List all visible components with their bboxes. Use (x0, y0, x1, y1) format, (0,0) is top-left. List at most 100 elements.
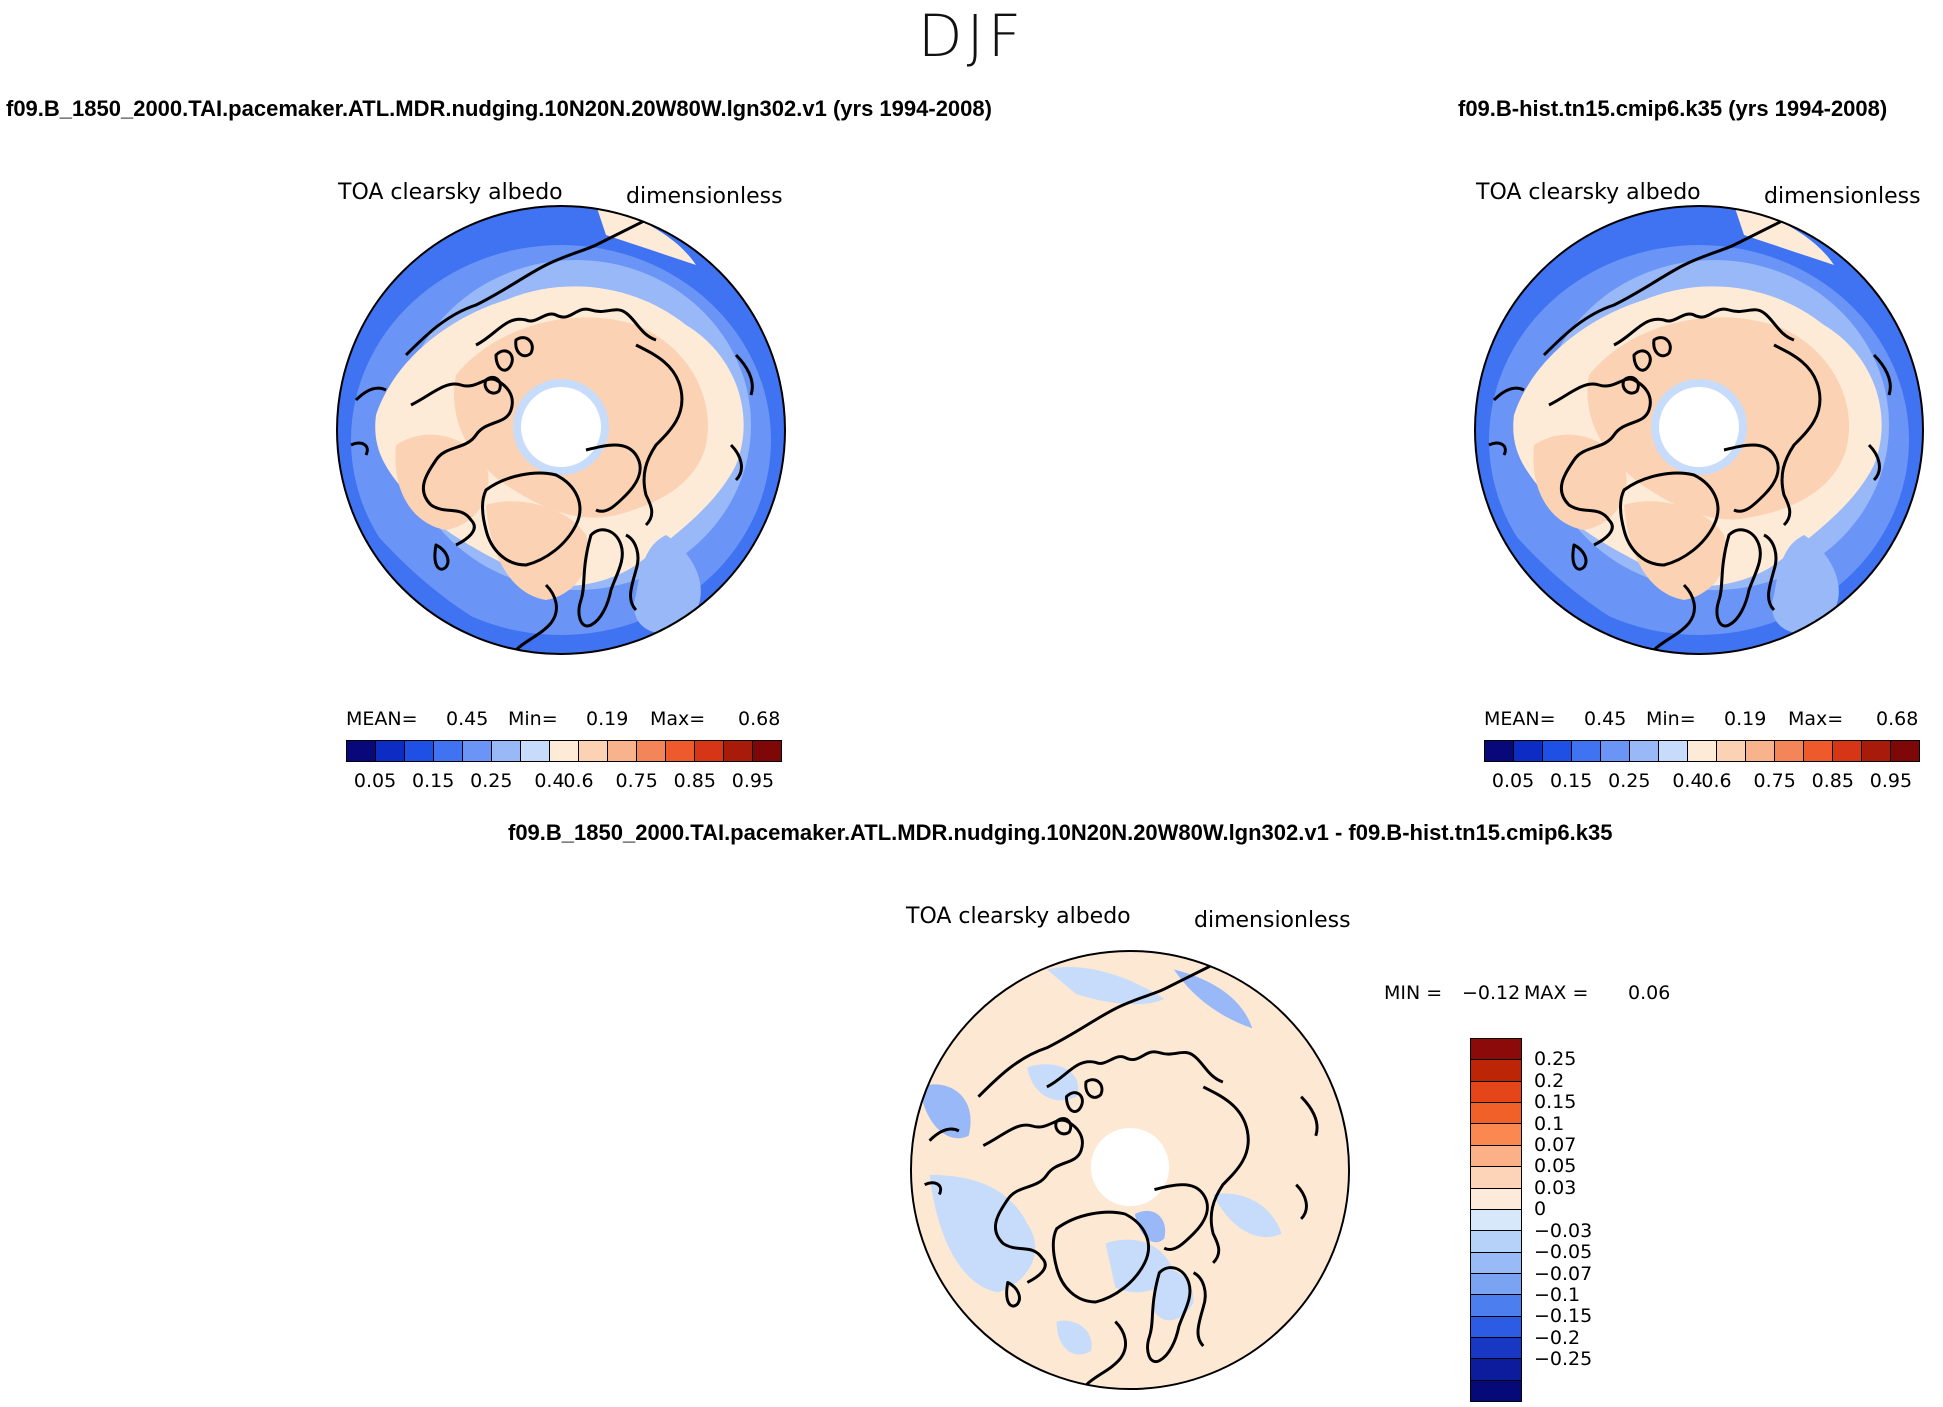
left-min-label: Min= (508, 708, 558, 730)
diff-colorbar-swatch (1471, 1295, 1521, 1317)
diff-case-title: f09.B_1850_2000.TAI.pacemaker.ATL.MDR.nu… (508, 820, 1613, 845)
left-colorbar-tick-label: 0.85 (673, 770, 716, 792)
right-mean-label: MEAN= (1484, 708, 1556, 730)
diff-colorbar-swatch (1471, 1338, 1521, 1360)
diff-colorbar-tick-label: −0.15 (1534, 1305, 1593, 1328)
left-stats: MEAN= 0.45 Min= 0.19 Max= 0.68 (346, 708, 786, 732)
right-colorbar (1484, 740, 1920, 762)
left-variable-label: TOA clearsky albedo (338, 180, 563, 205)
diff-colorbar-swatch (1471, 1103, 1521, 1125)
left-colorbar-swatch (550, 741, 579, 761)
right-colorbar-swatch (1862, 741, 1891, 761)
diff-colorbar-tick-label: −0.1 (1534, 1283, 1581, 1306)
left-colorbar-ticks: 0.05 0.15 0.25 0.4 0.6 0.75 0.85 0.95 (346, 770, 782, 794)
right-colorbar-swatch (1514, 741, 1543, 761)
right-colorbar-tick-label: 0.95 (1869, 770, 1913, 792)
diff-colorbar-swatch (1471, 1081, 1521, 1104)
left-mean-label: MEAN= (346, 708, 418, 730)
right-colorbar-swatch (1775, 741, 1804, 761)
left-colorbar-tick-label: 0.15 (412, 770, 455, 792)
left-case-title: f09.B_1850_2000.TAI.pacemaker.ATL.MDR.nu… (6, 96, 992, 121)
left-colorbar-swatch (376, 741, 405, 761)
left-colorbar-swatch (405, 741, 434, 761)
right-colorbar-swatch (1804, 741, 1833, 761)
diff-colorbar-swatch (1471, 1188, 1521, 1210)
right-colorbar-swatch (1659, 741, 1688, 761)
diff-colorbar-tick-label: 0.07 (1534, 1134, 1577, 1157)
right-max-label: Max= (1788, 708, 1844, 730)
diff-min-label: MIN = (1384, 982, 1443, 1004)
right-colorbar-swatch (1688, 741, 1717, 761)
left-colorbar-swatch (695, 741, 724, 761)
left-polar-map (336, 205, 786, 655)
left-colorbar-tick-label: 0.95 (731, 770, 775, 792)
right-stats: MEAN= 0.45 Min= 0.19 Max= 0.68 (1484, 708, 1924, 732)
left-colorbar-swatch (347, 741, 376, 761)
left-colorbar-tick-label: 0.75 (615, 770, 658, 792)
left-colorbar-swatch (492, 741, 521, 761)
right-polar-map (1474, 205, 1924, 655)
right-mean-value: 0.45 (1584, 708, 1627, 730)
diff-colorbar-swatch (1471, 1316, 1521, 1339)
right-colorbar-tick-label: 0.75 (1753, 770, 1796, 792)
right-max-value: 0.68 (1876, 708, 1919, 730)
diff-colorbar-tick-label: 0.03 (1534, 1176, 1577, 1199)
right-units-label: dimensionless (1764, 184, 1921, 209)
left-colorbar-tick-label: 0.6 (563, 770, 594, 792)
diff-colorbar-ticks: 0.25 0.2 0.15 0.1 0.07 0.05 0.03 0 −0.03 −0.05 −0.… (1534, 1038, 1634, 1402)
left-max-label: Max= (650, 708, 706, 730)
right-colorbar-swatch (1543, 741, 1572, 761)
right-variable-label: TOA clearsky albedo (1476, 180, 1701, 205)
diff-colorbar-swatch (1471, 1209, 1521, 1232)
diff-colorbar-swatch (1471, 1359, 1521, 1381)
right-colorbar-swatch (1717, 741, 1746, 761)
left-units-label: dimensionless (626, 184, 783, 209)
right-min-value: 0.19 (1724, 708, 1767, 730)
right-colorbar-tick-label: 0.4 (1672, 770, 1703, 792)
right-colorbar-swatch (1572, 741, 1601, 761)
left-colorbar-swatch (724, 741, 753, 761)
diff-colorbar-tick-label: 0.1 (1534, 1112, 1565, 1135)
diff-colorbar-tick-label: 0.15 (1534, 1091, 1577, 1114)
diff-colorbar-tick-label: −0.07 (1534, 1262, 1593, 1285)
left-colorbar-swatch (463, 741, 492, 761)
right-colorbar-swatch (1746, 741, 1775, 761)
diff-colorbar-tick-label: 0.25 (1534, 1048, 1577, 1071)
diff-colorbar (1470, 1038, 1522, 1402)
left-min-value: 0.19 (586, 708, 629, 730)
left-colorbar-tick-label: 0.4 (534, 770, 565, 792)
diff-colorbar-tick-label: 0.05 (1534, 1155, 1577, 1178)
left-colorbar (346, 740, 782, 762)
right-colorbar-tick-label: 0.05 (1491, 770, 1535, 792)
left-colorbar-swatch (753, 741, 781, 761)
diff-colorbar-tick-label: −0.2 (1534, 1326, 1581, 1349)
diff-polar-map (910, 950, 1350, 1390)
left-colorbar-swatch (666, 741, 695, 761)
diff-max-value: 0.06 (1628, 982, 1671, 1004)
right-colorbar-swatch (1833, 741, 1862, 761)
diff-stats: MIN = −0.12 MAX = 0.06 (1384, 982, 1684, 1006)
right-colorbar-tick-label: 0.15 (1550, 770, 1593, 792)
diff-colorbar-swatch (1471, 1145, 1521, 1168)
diff-colorbar-tick-label: −0.25 (1534, 1348, 1593, 1371)
season-title: DJF (917, 2, 1026, 70)
left-colorbar-swatch (608, 741, 637, 761)
right-colorbar-tick-label: 0.6 (1701, 770, 1732, 792)
right-colorbar-ticks: 0.05 0.15 0.25 0.4 0.6 0.75 0.85 0.95 (1484, 770, 1920, 794)
diff-colorbar-tick-label: −0.05 (1534, 1241, 1593, 1264)
diff-units-label: dimensionless (1194, 908, 1351, 933)
right-min-label: Min= (1646, 708, 1696, 730)
left-colorbar-swatch (434, 741, 463, 761)
left-colorbar-swatch (579, 741, 608, 761)
diff-colorbar-swatch (1471, 1124, 1521, 1146)
right-colorbar-swatch (1601, 741, 1630, 761)
diff-colorbar-swatch (1471, 1231, 1521, 1253)
left-mean-value: 0.45 (446, 708, 489, 730)
right-colorbar-swatch (1630, 741, 1659, 761)
diff-colorbar-swatch (1471, 1252, 1521, 1274)
left-colorbar-swatch (637, 741, 666, 761)
diff-colorbar-tick-label: 0.2 (1534, 1069, 1565, 1092)
diff-colorbar-tick-label: −0.03 (1534, 1219, 1593, 1242)
diff-min-value: −0.12 (1462, 982, 1521, 1004)
right-colorbar-swatch (1485, 741, 1514, 761)
